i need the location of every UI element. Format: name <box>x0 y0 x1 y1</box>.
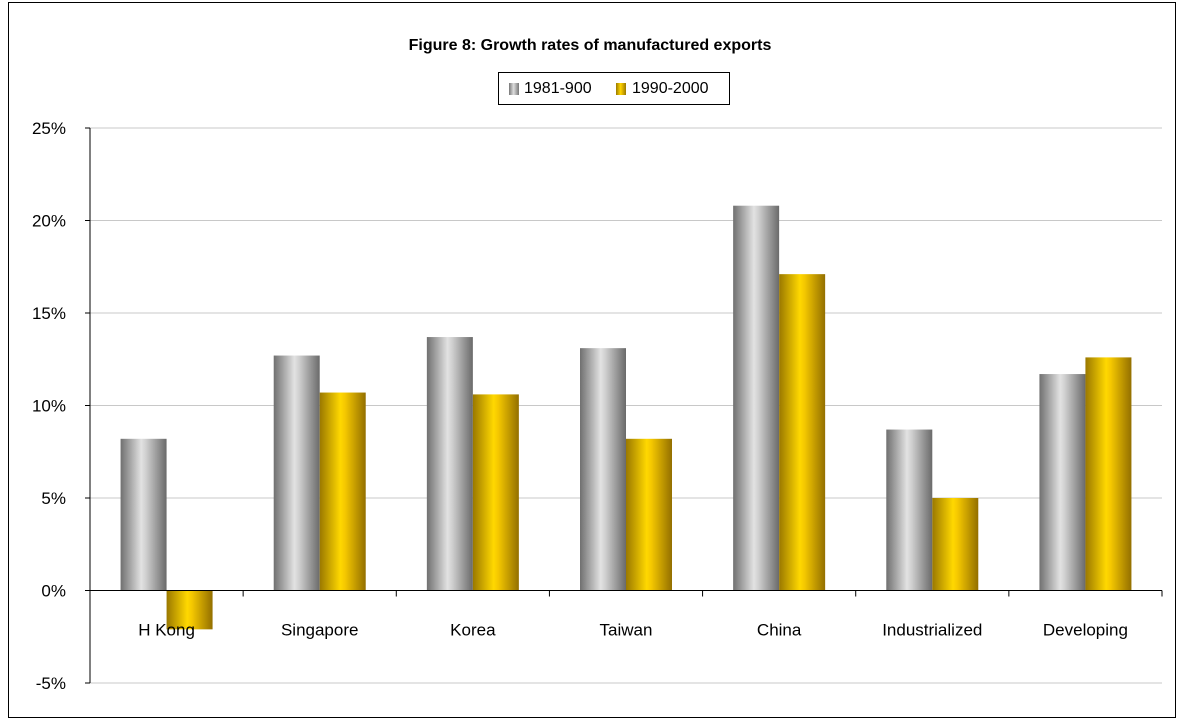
bar-series-2-industrialized <box>932 498 979 591</box>
bar-series-1-korea <box>426 337 473 591</box>
legend-label-series-2: 1990-2000 <box>632 80 709 97</box>
bar-series-1-h-kong <box>120 438 167 591</box>
y-tick-label: 5% <box>41 489 66 508</box>
bar-series-1-singapore <box>273 355 320 591</box>
bar-series-2-taiwan <box>626 438 672 591</box>
x-category-label: Korea <box>450 621 496 640</box>
y-tick-label: -5% <box>36 674 66 693</box>
bar-series-1-developing <box>1039 374 1086 591</box>
bar-series-2-korea <box>472 394 519 591</box>
bar-series-2-singapore <box>319 392 366 591</box>
bar-series-2-developing <box>1085 357 1132 591</box>
bar-series-2-china <box>779 274 826 591</box>
legend: 1981-900 1990-2000 <box>498 72 730 105</box>
y-tick-label: 15% <box>32 304 66 323</box>
bar-series-2-h-kong <box>166 590 213 630</box>
x-category-label: Singapore <box>281 621 359 640</box>
chart-title: Figure 8: Growth rates of manufactured e… <box>408 37 772 54</box>
x-category-label: China <box>757 621 802 640</box>
bar-series-1-industrialized <box>886 429 933 591</box>
x-category-label: Developing <box>1043 621 1128 640</box>
y-tick-label: 25% <box>32 119 66 138</box>
y-tick-label: 10% <box>32 397 66 416</box>
y-tick-label: 20% <box>32 212 66 231</box>
legend-label-series-1: 1981-900 <box>524 80 592 97</box>
legend-swatch-series-2 <box>616 83 626 95</box>
bar-series-1-taiwan <box>580 348 626 591</box>
x-category-label: Industrialized <box>882 621 982 640</box>
legend-swatch-series-1 <box>509 83 519 95</box>
y-tick-label: 0% <box>41 582 66 601</box>
bar-series-1-china <box>733 205 780 591</box>
x-category-label: Taiwan <box>600 621 653 640</box>
x-category-label: H Kong <box>138 621 195 640</box>
